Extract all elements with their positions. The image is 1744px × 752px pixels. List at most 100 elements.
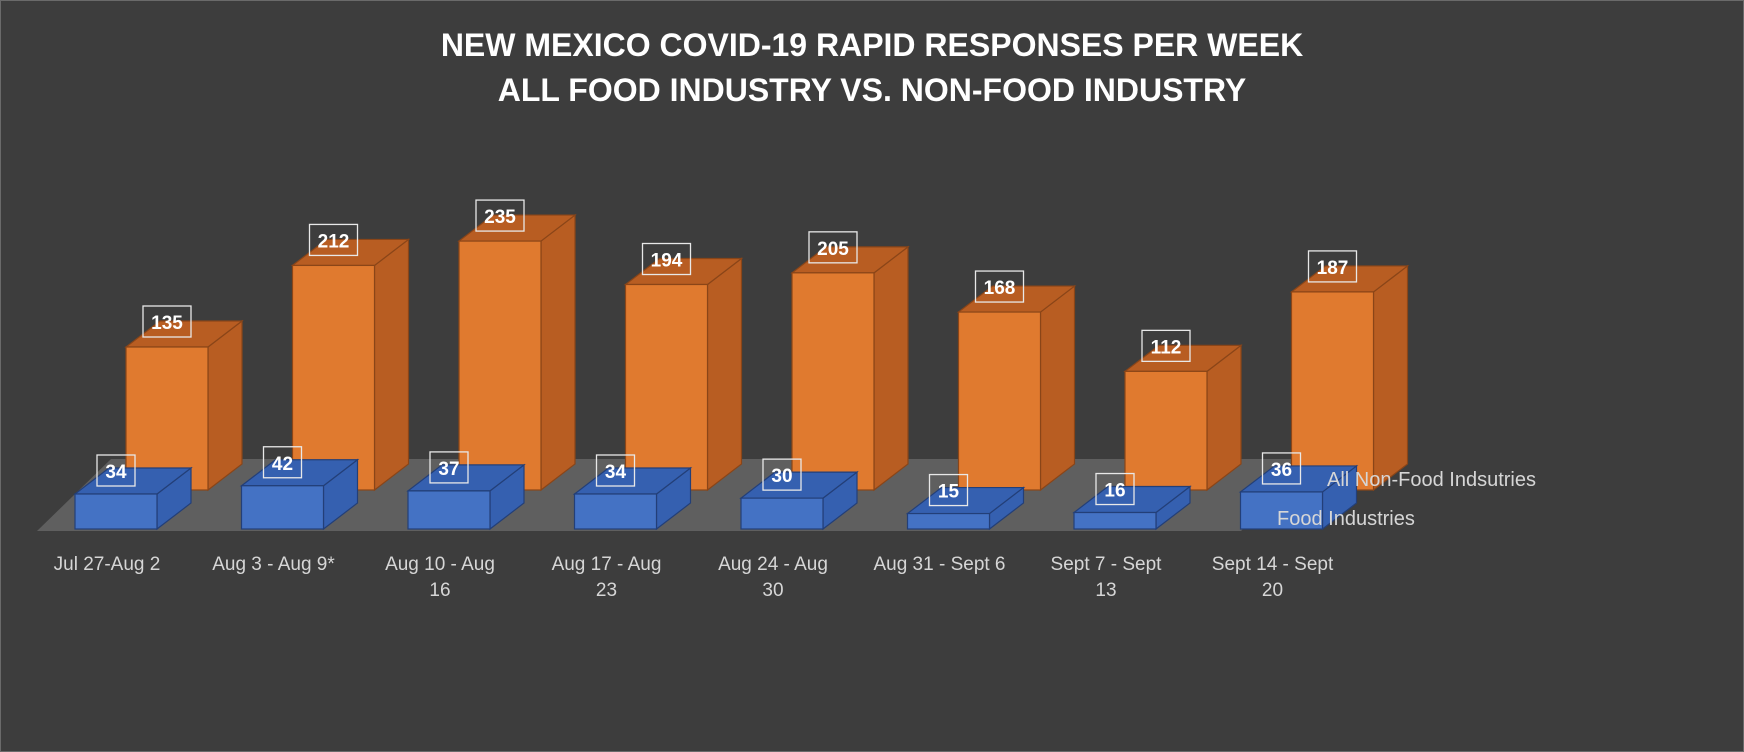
bar-non-food <box>457 213 577 492</box>
data-label-food-box <box>762 458 802 491</box>
bar-non-food-front <box>1124 370 1208 491</box>
data-label-food-text: 16 <box>1104 481 1125 502</box>
data-label-non-food-box <box>808 231 858 264</box>
data-label-non-food-text: 235 <box>484 207 516 228</box>
bar-non-food <box>290 238 411 492</box>
bar-non-food-front <box>957 311 1042 491</box>
bar-non-food <box>124 319 244 492</box>
bar-non-food <box>790 245 910 492</box>
data-label-food-box <box>1095 472 1135 506</box>
data-label-non-food: 194 <box>641 242 692 276</box>
category-label: Sept 14 - Sept 20 <box>1212 554 1334 601</box>
bar-food <box>1072 485 1192 531</box>
category-axis-labels: Jul 27-Aug 2 Aug 3 - Aug 9* Aug 10 - Aug 16… <box>54 554 1334 601</box>
bar-food-front <box>1073 511 1157 530</box>
bar-food-front <box>906 512 991 530</box>
bar-non-food <box>956 284 1077 492</box>
data-label-food: 34 <box>595 454 636 487</box>
series-label-non-food: All Non-Food Indsutries <box>1327 469 1536 491</box>
data-label-food-box <box>262 446 303 479</box>
data-labels: 135 212 235 194 205 168 112 187 34 42 37 34 30 15 16 36 <box>96 199 1358 507</box>
category-label-line: Aug 24 - Aug <box>718 554 828 575</box>
data-label-food-text: 34 <box>605 462 627 483</box>
bar-non-food-side <box>373 238 410 492</box>
data-label-non-food: 168 <box>974 270 1025 303</box>
category-label-line: 16 <box>429 580 450 601</box>
series-non-food-bars <box>124 213 1410 492</box>
bar-food <box>739 470 859 531</box>
bar-food <box>572 466 693 531</box>
data-label-food: 42 <box>262 446 303 479</box>
data-label-food-box <box>928 473 969 507</box>
category-label-line: Aug 10 - Aug <box>385 554 495 575</box>
data-label-food-text: 34 <box>105 462 127 483</box>
data-label-non-food-box <box>1307 250 1358 283</box>
category-label-line: 23 <box>596 580 617 601</box>
bar-non-food-side <box>706 257 743 492</box>
category-label: Jul 27-Aug 2 <box>54 554 161 575</box>
bar-non-food <box>1289 264 1410 492</box>
data-label-non-food: 205 <box>808 231 858 264</box>
data-label-non-food-text: 187 <box>1317 258 1349 279</box>
bar-food <box>905 486 1026 531</box>
data-label-food-text: 37 <box>438 459 459 480</box>
data-label-food: 16 <box>1095 472 1135 506</box>
bar-non-food-front <box>624 283 709 491</box>
data-label-non-food-box <box>1141 329 1191 363</box>
category-label-line: Sept 14 - Sept <box>1212 554 1334 575</box>
bar-non-food-front <box>125 346 209 491</box>
data-label-food: 36 <box>1261 452 1302 485</box>
bar-non-food-side <box>873 245 909 492</box>
category-label: Aug 31 - Sept 6 <box>873 554 1005 575</box>
bar-food-front <box>240 485 325 530</box>
chart-title-line: NEW MEXICO COVID-19 RAPID RESPONSES PER … <box>441 27 1303 63</box>
data-label-food-box <box>1261 452 1302 485</box>
data-label-food: 34 <box>96 454 136 487</box>
category-label-line: Sept 7 - Sept <box>1051 554 1163 575</box>
category-label: Aug 17 - Aug 23 <box>552 554 662 601</box>
bar-food <box>73 466 193 531</box>
bar-food <box>239 458 360 531</box>
data-label-non-food-text: 168 <box>984 278 1016 299</box>
bar-non-food-side <box>1372 264 1409 492</box>
bar-food-front <box>573 493 658 530</box>
data-label-non-food-text: 135 <box>151 313 183 334</box>
bar-food <box>1238 464 1359 531</box>
data-label-non-food-box <box>475 199 525 232</box>
data-label-non-food: 212 <box>308 223 359 257</box>
data-label-non-food-text: 194 <box>651 251 683 272</box>
category-label-line: 13 <box>1095 580 1116 601</box>
data-label-non-food: 235 <box>475 199 525 232</box>
data-label-non-food-text: 205 <box>817 239 849 260</box>
bar-food-front <box>407 490 491 530</box>
data-label-food-text: 36 <box>1271 460 1292 481</box>
data-label-food: 37 <box>429 451 469 484</box>
bar-non-food-front <box>291 264 376 491</box>
bar-food-front <box>1239 491 1324 530</box>
chart-title-line: ALL FOOD INDUSTRY VS. NON-FOOD INDUSTRY <box>498 72 1246 108</box>
data-label-non-food-box <box>308 223 359 257</box>
chart-title: NEW MEXICO COVID-19 RAPID RESPONSES PER … <box>441 27 1303 108</box>
series-food-bars <box>73 458 1359 531</box>
category-label-line: Aug 17 - Aug <box>552 554 662 575</box>
bar-non-food-front <box>458 240 542 491</box>
bar-non-food-front <box>791 272 875 491</box>
bar-non-food <box>1123 344 1243 492</box>
data-label-food-box <box>595 454 636 487</box>
bar-non-food-side <box>1039 284 1076 492</box>
bar-food-front <box>740 497 824 530</box>
data-label-non-food-text: 112 <box>1151 337 1182 358</box>
data-label-non-food: 112 <box>1141 329 1191 363</box>
data-label-food-text: 42 <box>272 454 293 475</box>
category-label: Aug 24 - Aug 30 <box>718 554 828 601</box>
category-label: Sept 7 - Sept 13 <box>1051 554 1163 601</box>
category-label-line: Jul 27-Aug 2 <box>54 554 161 575</box>
data-label-non-food-box <box>974 270 1025 303</box>
bar-food <box>406 463 526 531</box>
category-label-line: 20 <box>1262 580 1283 601</box>
category-label-line: Aug 31 - Sept 6 <box>873 554 1005 575</box>
category-label: Aug 3 - Aug 9* <box>212 554 335 575</box>
data-label-food: 30 <box>762 458 802 491</box>
bar-food-front <box>74 493 158 530</box>
